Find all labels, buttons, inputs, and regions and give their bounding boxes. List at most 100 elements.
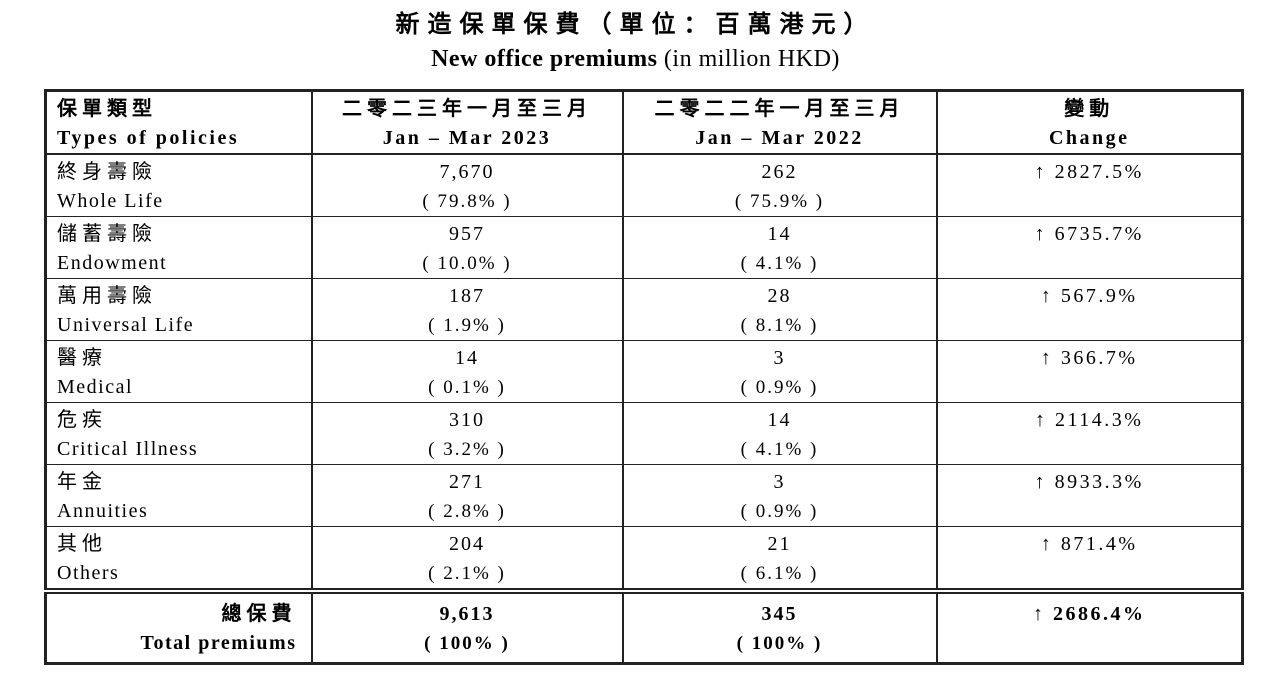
policy-name-en: Medical (57, 376, 134, 398)
policy-name-en: Whole Life (57, 190, 164, 212)
premium-2022-value: 3 (773, 347, 786, 369)
policy-name-zh: 危疾 (57, 409, 107, 431)
premium-2023-share: ( 2.8% ) (428, 501, 506, 522)
title-english: New office premiums (in million HKD) (0, 44, 1271, 74)
title-english-bold: New office premiums (431, 46, 658, 72)
premium-2022-cell: 14 ( 4.1% ) (621, 216, 937, 279)
header-change-en: Change (1048, 127, 1130, 149)
policy-cell: 儲蓄壽險 Endowment (44, 216, 312, 279)
policy-cell: 危疾 Critical Illness (44, 402, 312, 465)
total-2023-cell: 9,613 ( 100% ) (310, 588, 623, 663)
premium-2022-value: 262 (761, 161, 798, 183)
header-period-2023-en: Jan – Mar 2023 (382, 127, 552, 149)
premium-2022-share: ( 6.1% ) (740, 563, 819, 584)
premium-2022-value: 14 (767, 409, 792, 431)
policy-name-en: Endowment (57, 252, 168, 274)
table-row-universal-life: 萬用壽險 Universal Life 187 ( 1.9% ) 28 ( 8.… (44, 278, 1243, 341)
total-2023-value: 9,613 (439, 603, 495, 625)
premium-2023-share: ( 1.9% ) (428, 315, 506, 336)
change-value: ↑ 6735.7% (1034, 223, 1144, 245)
premium-2023-share: ( 0.1% ) (428, 377, 506, 398)
policy-name-zh: 終身壽險 (57, 161, 157, 183)
premium-2023-value: 14 (455, 347, 479, 369)
total-label-zh: 總保費 (221, 603, 297, 625)
policy-cell: 醫療 Medical (44, 340, 312, 403)
premium-2023-cell: 310 ( 3.2% ) (310, 402, 623, 465)
premium-2022-share: ( 8.1% ) (740, 315, 819, 336)
policy-name-zh: 年金 (57, 471, 107, 493)
change-cell: ↑ 8933.3% (935, 464, 1243, 527)
premium-2023-value: 957 (449, 223, 485, 245)
policy-name-en: Critical Illness (57, 438, 199, 460)
premium-2023-share: ( 79.8% ) (422, 191, 512, 212)
policy-name-zh: 萬用壽險 (57, 285, 157, 307)
table-row-annuities: 年金 Annuities 271 ( 2.8% ) 3 ( 0.9% ) ↑ 8… (44, 464, 1243, 527)
policy-name-zh: 醫療 (57, 347, 107, 369)
table-row-critical-illness: 危疾 Critical Illness 310 ( 3.2% ) 14 ( 4.… (44, 402, 1243, 465)
change-cell: ↑ 366.7% (935, 340, 1243, 403)
premium-2023-value: 271 (449, 471, 485, 493)
premium-2023-cell: 187 ( 1.9% ) (310, 278, 623, 341)
table-row-others: 其他 Others 204 ( 2.1% ) 21 ( 6.1% ) ↑ 871… (44, 526, 1243, 591)
premium-2022-value: 3 (773, 471, 786, 493)
policy-name-zh: 其他 (57, 533, 107, 555)
change-cell: ↑ 2827.5% (935, 153, 1243, 217)
premium-2023-share: ( 3.2% ) (428, 439, 506, 460)
premium-2022-value: 14 (767, 223, 792, 245)
header-change-zh: 變動 (1064, 98, 1115, 120)
premium-2023-share: ( 2.1% ) (428, 563, 506, 584)
header-policy-type-en: Types of policies (57, 127, 240, 149)
policy-cell: 終身壽險 Whole Life (44, 153, 312, 217)
premium-2023-share: ( 10.0% ) (422, 253, 512, 274)
premium-2022-cell: 3 ( 0.9% ) (621, 340, 937, 403)
change-cell: ↑ 2114.3% (935, 402, 1243, 465)
policy-cell: 其他 Others (44, 526, 312, 591)
change-value: ↑ 2114.3% (1035, 409, 1144, 431)
header-change: 變動 Change (935, 90, 1243, 155)
title-english-unit: (in million HKD) (657, 46, 840, 72)
premium-2022-cell: 262 ( 75.9% ) (621, 153, 937, 217)
total-change-cell: ↑ 2686.4% (935, 588, 1243, 663)
premium-2022-cell: 21 ( 6.1% ) (621, 526, 937, 591)
premium-2023-value: 187 (449, 285, 485, 307)
document-page: 新造保單保費（單位：百萬港元） New office premiums (in … (0, 10, 1271, 696)
premium-2023-value: 204 (449, 533, 485, 555)
policy-cell: 萬用壽險 Universal Life (44, 278, 312, 341)
policy-name-zh: 儲蓄壽險 (57, 223, 157, 245)
total-change-value: ↑ 2686.4% (1033, 603, 1146, 625)
total-2022-value: 345 (761, 603, 798, 625)
change-value: ↑ 8933.3% (1034, 471, 1144, 493)
premium-2023-cell: 14 ( 0.1% ) (310, 340, 623, 403)
premium-2023-cell: 271 ( 2.8% ) (310, 464, 623, 527)
table-row-total: 總保費 Total premiums 9,613 ( 100% ) 345 ( … (44, 588, 1243, 663)
header-period-2022-zh: 二零二二年一月至三月 (654, 98, 905, 120)
change-value: ↑ 2827.5% (1034, 161, 1144, 183)
premium-2022-value: 21 (767, 533, 792, 555)
premium-2023-cell: 204 ( 2.1% ) (310, 526, 623, 591)
header-policy-type-zh: 保單類型 (57, 98, 157, 120)
premium-2022-cell: 3 ( 0.9% ) (621, 464, 937, 527)
premium-2022-value: 28 (767, 285, 792, 307)
premium-2022-share: ( 75.9% ) (734, 191, 825, 212)
change-cell: ↑ 871.4% (935, 526, 1243, 591)
header-period-2022: 二零二二年一月至三月 Jan – Mar 2022 (621, 90, 937, 155)
change-cell: ↑ 6735.7% (935, 216, 1243, 279)
title-chinese: 新造保單保費（單位：百萬港元） (395, 12, 876, 38)
change-value: ↑ 567.9% (1040, 285, 1138, 307)
policy-cell: 年金 Annuities (44, 464, 312, 527)
change-value: ↑ 871.4% (1040, 533, 1138, 555)
header-row: 保單類型 Types of policies 二零二三年一月至三月 Jan – … (44, 90, 1243, 155)
total-2023-share: ( 100% ) (424, 633, 510, 654)
header-period-2022-en: Jan – Mar 2022 (695, 127, 864, 149)
table-row-whole-life: 終身壽險 Whole Life 7,670 ( 79.8% ) 262 ( 75… (44, 153, 1243, 217)
table-row-medical: 醫療 Medical 14 ( 0.1% ) 3 ( 0.9% ) ↑ 366.… (44, 340, 1243, 403)
premium-2023-value: 7,670 (439, 161, 495, 183)
total-label-cell: 總保費 Total premiums (44, 588, 312, 663)
total-label-en: Total premiums (140, 632, 297, 654)
premium-2023-cell: 7,670 ( 79.8% ) (310, 153, 623, 217)
premium-2022-cell: 28 ( 8.1% ) (621, 278, 937, 341)
premium-2022-cell: 14 ( 4.1% ) (621, 402, 937, 465)
header-period-2023: 二零二三年一月至三月 Jan – Mar 2023 (310, 90, 623, 155)
change-cell: ↑ 567.9% (935, 278, 1243, 341)
premium-2022-share: ( 4.1% ) (740, 253, 819, 274)
